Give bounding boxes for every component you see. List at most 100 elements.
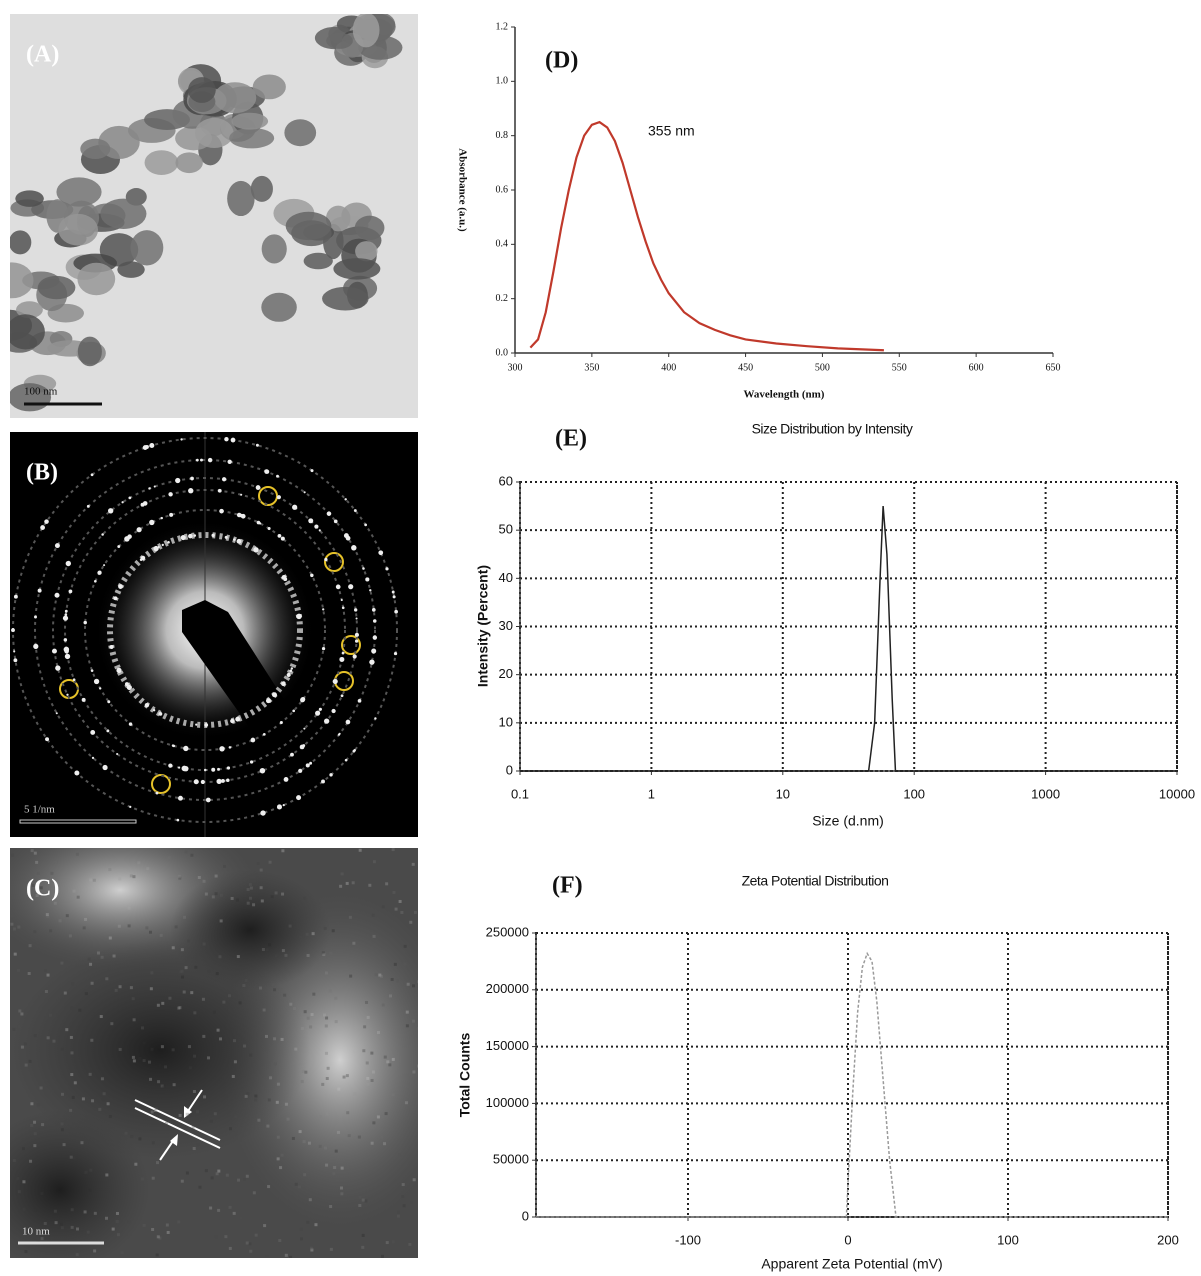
particle — [284, 119, 316, 146]
diffraction-spot — [91, 669, 94, 672]
noise — [260, 869, 263, 872]
x-tick-label: 0.1 — [511, 786, 529, 801]
diffraction-spot — [167, 541, 170, 544]
plot-border — [520, 482, 1177, 771]
noise — [61, 1048, 64, 1051]
noise — [20, 1012, 23, 1015]
noise — [50, 872, 53, 875]
noise — [89, 1073, 92, 1076]
noise — [55, 1221, 58, 1224]
noise — [64, 992, 67, 995]
noise — [185, 850, 188, 853]
noise — [287, 1118, 290, 1121]
noise — [262, 1001, 265, 1004]
noise — [321, 1083, 324, 1086]
noise — [307, 1017, 310, 1020]
noise — [211, 1176, 214, 1179]
noise — [233, 1039, 236, 1042]
noise — [232, 1075, 235, 1078]
noise — [266, 1125, 269, 1128]
noise — [245, 979, 248, 982]
noise — [133, 1059, 136, 1062]
diffraction-spot — [154, 486, 156, 488]
x-tick-label: 100 — [997, 1232, 1019, 1247]
noise — [69, 1109, 72, 1112]
noise — [274, 1062, 277, 1065]
x-tick-label: 400 — [661, 362, 676, 373]
noise — [399, 900, 402, 903]
y-tick-label: 60 — [499, 473, 513, 488]
noise — [417, 980, 420, 983]
noise — [212, 895, 215, 898]
diffraction-spot — [169, 513, 173, 517]
noise — [259, 987, 262, 990]
noise — [283, 994, 286, 997]
diffraction-spot — [106, 729, 109, 732]
noise — [299, 1130, 302, 1133]
noise — [70, 1073, 73, 1076]
noise — [91, 982, 94, 985]
noise — [279, 1166, 282, 1169]
noise — [203, 1095, 206, 1098]
noise — [54, 1210, 57, 1213]
noise — [310, 1247, 313, 1250]
noise — [384, 1056, 387, 1059]
noise — [397, 1215, 400, 1218]
noise — [216, 972, 219, 975]
noise — [412, 863, 415, 866]
diffraction-spot — [292, 710, 295, 713]
diffraction-spot — [216, 779, 221, 784]
diffraction-spot — [315, 711, 320, 716]
y-tick-label: 10 — [499, 714, 513, 729]
noise — [289, 925, 292, 928]
diffraction-spot — [344, 498, 346, 500]
diffraction-spot — [364, 523, 367, 526]
noise — [113, 955, 116, 958]
noise — [101, 956, 104, 959]
noise — [40, 1086, 43, 1089]
noise — [157, 1080, 160, 1083]
diffraction-spot — [283, 804, 285, 806]
noise — [138, 1137, 141, 1140]
noise — [213, 1011, 216, 1014]
diffraction-spot — [87, 505, 90, 508]
noise — [77, 896, 80, 899]
noise — [392, 1240, 395, 1243]
noise — [325, 971, 328, 974]
noise — [343, 1076, 346, 1079]
noise — [273, 988, 276, 991]
noise — [188, 1045, 191, 1048]
noise — [55, 860, 58, 863]
noise — [98, 1108, 101, 1111]
y-tick-label: 1.2 — [496, 21, 509, 32]
page: {"panels": { "A": {"label": "(A)", "scal… — [0, 0, 1201, 1276]
noise — [215, 1235, 218, 1238]
diffraction-spot — [257, 521, 261, 525]
diffraction-spot — [263, 733, 266, 736]
noise — [44, 1222, 47, 1225]
noise — [150, 971, 153, 974]
noise — [138, 1057, 141, 1060]
diffraction-spot — [284, 777, 289, 782]
noise — [284, 954, 287, 957]
noise — [152, 1177, 155, 1180]
noise — [289, 1003, 292, 1006]
diffraction-spot — [102, 765, 107, 770]
noise — [236, 899, 239, 902]
noise — [269, 1076, 272, 1079]
noise — [312, 993, 315, 996]
noise — [276, 1101, 279, 1104]
diffraction-spot — [394, 652, 397, 655]
noise — [367, 1083, 370, 1086]
noise — [329, 952, 332, 955]
noise — [372, 1121, 375, 1124]
particle — [231, 113, 268, 130]
noise — [143, 1059, 146, 1062]
noise — [215, 892, 218, 895]
noise — [277, 1157, 280, 1160]
diffraction-spot — [277, 804, 282, 809]
diffraction-spot — [63, 616, 68, 621]
noise — [307, 954, 310, 957]
noise — [180, 970, 183, 973]
noise — [335, 1150, 338, 1153]
